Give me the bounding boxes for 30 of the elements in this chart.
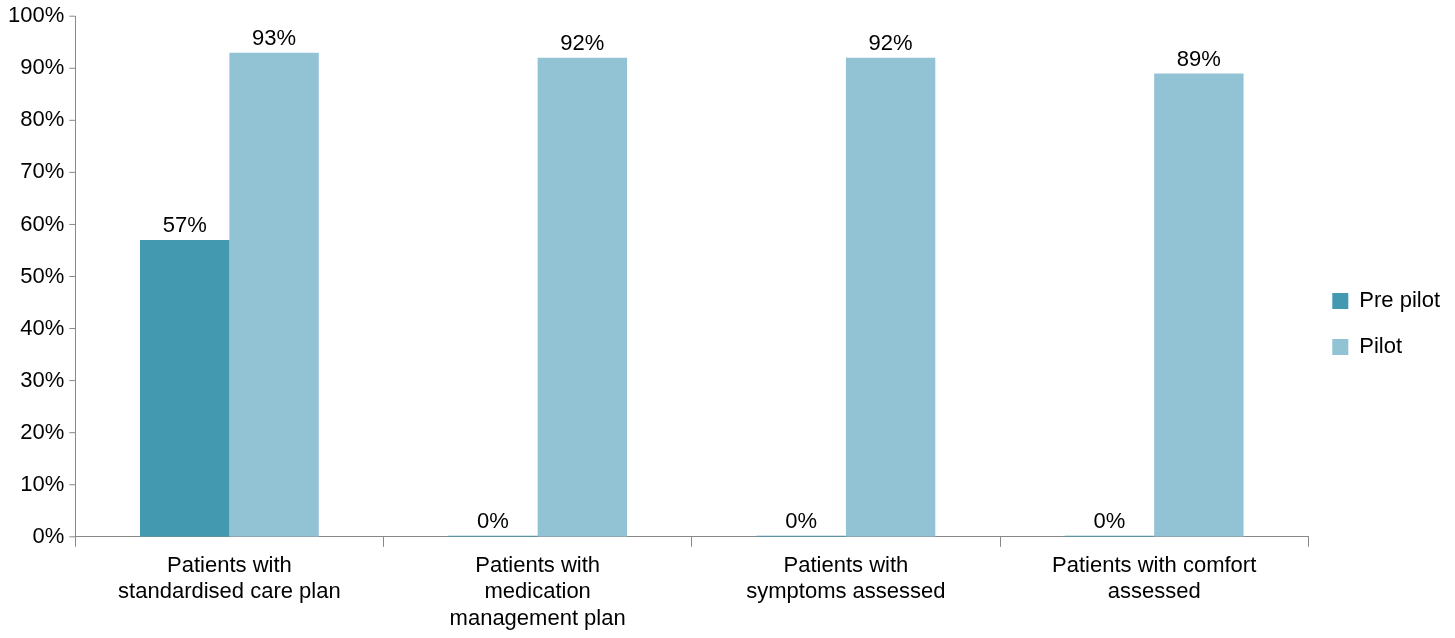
bar	[229, 52, 319, 537]
data-label: 93%	[252, 24, 297, 50]
y-tick-label: 0%	[32, 522, 65, 548]
legend-label: Pilot	[1359, 333, 1403, 359]
x-tick-label: Patients with symptoms assessed	[746, 552, 946, 604]
y-tick-label: 70%	[20, 158, 65, 184]
bar	[845, 57, 936, 537]
x-tick-label: Patients with comfort assessed	[1052, 552, 1257, 604]
bar	[537, 57, 628, 537]
y-tick-label: 60%	[20, 210, 65, 236]
bar	[1154, 73, 1244, 537]
data-label: 0%	[785, 507, 818, 533]
y-tick-label: 20%	[20, 418, 65, 444]
bar	[140, 240, 230, 537]
legend-label: Pre pilot	[1359, 287, 1441, 313]
data-label: 0%	[1093, 507, 1126, 533]
data-label: 92%	[868, 29, 913, 55]
y-tick-label: 80%	[20, 106, 65, 132]
y-tick-label: 50%	[20, 262, 65, 288]
data-label: 92%	[560, 29, 605, 55]
y-tick-label: 30%	[20, 366, 65, 392]
data-label: 0%	[477, 507, 509, 533]
data-label: 57%	[162, 212, 207, 238]
data-label: 89%	[1176, 45, 1221, 71]
y-tick-label: 100%	[7, 2, 65, 28]
x-tick-label: Patients with standardised care plan	[118, 552, 341, 604]
x-tick-label: Patients with medication management plan	[449, 552, 626, 630]
y-tick-label: 90%	[20, 54, 65, 80]
y-tick-label: 40%	[20, 314, 65, 340]
y-tick-label: 10%	[20, 470, 65, 496]
